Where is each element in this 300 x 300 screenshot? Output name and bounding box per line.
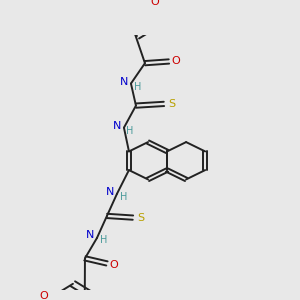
Text: O: O — [150, 0, 159, 7]
Text: S: S — [168, 99, 175, 109]
Text: N: N — [86, 230, 94, 240]
Text: N: N — [106, 187, 114, 197]
Text: O: O — [172, 56, 180, 67]
Text: H: H — [134, 82, 142, 92]
Text: H: H — [100, 235, 108, 245]
Text: N: N — [113, 121, 121, 131]
Text: H: H — [120, 192, 128, 202]
Text: N: N — [120, 77, 128, 87]
Text: S: S — [137, 213, 145, 223]
Text: O: O — [110, 260, 118, 270]
Text: O: O — [40, 290, 48, 300]
Text: H: H — [126, 126, 134, 136]
